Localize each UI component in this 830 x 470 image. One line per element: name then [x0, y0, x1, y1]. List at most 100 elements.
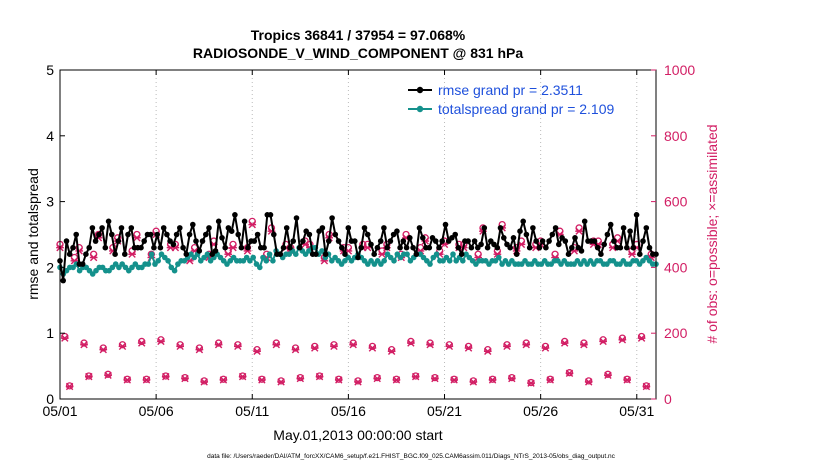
- rmse-point: [89, 225, 96, 231]
- rmse-point: [426, 244, 433, 251]
- rmse-point: [640, 238, 646, 244]
- obs-assimilated-marker: [142, 376, 151, 384]
- rmse-point: [520, 218, 526, 225]
- x-tick-label: 05/11: [235, 403, 269, 419]
- obs-assimilated-marker: [599, 337, 607, 346]
- rmse-point: [572, 235, 578, 241]
- rmse-point: [296, 244, 303, 251]
- obs-assimilated-marker: [450, 376, 458, 384]
- rmse-point: [581, 218, 588, 225]
- y-right-tick-label: 800: [664, 128, 688, 144]
- rmse-point: [543, 244, 549, 251]
- x-axis-label: May.01,2013 00:00:00 start: [273, 427, 443, 443]
- rmse-point: [96, 231, 102, 238]
- rmse-point: [83, 251, 89, 257]
- rmse-point: [646, 244, 653, 251]
- obs-assimilated-marker: [431, 374, 439, 383]
- obs-assimilated-marker: [642, 382, 651, 391]
- rmse-point: [280, 244, 287, 251]
- obs-possible-marker: [503, 341, 511, 349]
- totalspread-point: [319, 248, 325, 254]
- obs-assimilated-marker: [503, 342, 511, 351]
- obs-possible-marker: [561, 337, 569, 346]
- rmse-point: [556, 241, 562, 248]
- rmse-point: [102, 244, 109, 251]
- obs-possible-marker: [508, 373, 516, 382]
- rmse-point: [352, 238, 358, 244]
- totalspread-point: [204, 251, 211, 257]
- obs-assimilated-marker: [128, 250, 136, 258]
- plot-frame: [59, 69, 657, 400]
- obs-assimilated-marker: [392, 376, 401, 384]
- rmse-point: [70, 244, 76, 251]
- rmse-point: [364, 231, 371, 238]
- rmse-point: [617, 244, 624, 251]
- rmse-point: [293, 215, 300, 221]
- obs-possible-marker: [330, 341, 338, 349]
- obs-assimilated-marker: [464, 344, 473, 352]
- rmse-point: [342, 251, 348, 257]
- rmse-point: [290, 238, 297, 244]
- obs-assimilated-marker: [445, 342, 454, 351]
- obs-possible-marker: [291, 344, 300, 352]
- totalspread-point: [148, 251, 155, 257]
- rmse-point: [105, 218, 112, 225]
- rmse-point: [497, 225, 504, 231]
- rmse-point: [517, 228, 523, 234]
- rmse-point: [384, 244, 391, 251]
- rmse-point: [458, 251, 465, 257]
- obs-assimilated-marker: [483, 347, 492, 355]
- obs-assimilated-marker: [546, 376, 555, 384]
- totalspread-point: [460, 258, 466, 264]
- totalspread-point: [145, 261, 152, 267]
- rmse-point: [494, 244, 501, 251]
- obs-assimilated-marker: [214, 341, 223, 349]
- rmse-point: [183, 251, 190, 257]
- y-left-axis-ticks: 0 1 2 3 4 5: [46, 62, 65, 407]
- rmse-point: [238, 244, 245, 251]
- y-left-tick-label: 5: [46, 62, 54, 78]
- rmse-point: [190, 221, 196, 228]
- obs-assimilated-marker: [89, 253, 98, 262]
- rmse-point: [199, 238, 206, 244]
- obs-assimilated-marker: [575, 227, 583, 235]
- rmse-point: [394, 228, 400, 234]
- rmse-point: [86, 244, 92, 251]
- obs-possible-marker: [214, 339, 223, 347]
- legend-spread-marker: [416, 105, 424, 113]
- rmse-point: [436, 244, 442, 251]
- obs-possible-marker: [373, 373, 381, 382]
- obs-possible-marker: [118, 341, 127, 349]
- obs-assimilated-marker: [181, 374, 189, 383]
- rmse-point: [637, 251, 643, 257]
- rmse-point: [271, 231, 277, 238]
- totalspread-point: [381, 258, 388, 264]
- rmse-point: [254, 231, 261, 238]
- obs-possible-marker: [407, 337, 415, 346]
- rmse-point: [251, 238, 258, 244]
- obs-assimilated-marker: [623, 376, 632, 384]
- obs-assimilated-marker: [354, 378, 362, 386]
- obs-assimilated-marker: [618, 336, 627, 344]
- totalspread-point: [293, 251, 299, 257]
- rmse-point: [416, 225, 423, 231]
- rmse-point: [125, 231, 131, 238]
- totalspread-point: [496, 254, 502, 261]
- y-right-tick-label: 200: [664, 325, 688, 341]
- data-file-footnote: data file: /Users/raeder/DAI/ATM_forcXX/…: [207, 453, 616, 460]
- obs-possible-marker: [618, 334, 627, 342]
- rmse-point: [112, 251, 118, 257]
- rmse-point: [513, 251, 520, 257]
- rmse-point: [374, 244, 381, 251]
- obs-possible-marker: [296, 373, 304, 382]
- rmse-point: [471, 238, 478, 244]
- obs-possible-marker: [522, 339, 530, 347]
- totalspread-point: [263, 258, 270, 264]
- rmse-point: [319, 225, 326, 231]
- rmse-point: [147, 231, 154, 238]
- rmse-point: [261, 244, 267, 251]
- obs-possible-marker: [368, 342, 377, 351]
- rmse-point: [439, 238, 446, 244]
- rmse-point: [452, 231, 459, 238]
